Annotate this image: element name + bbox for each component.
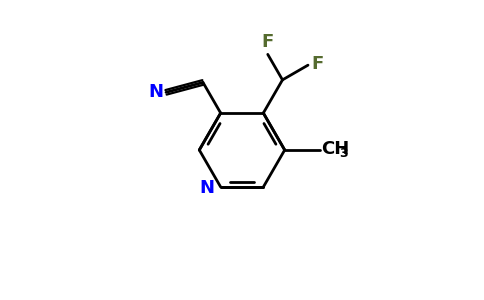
- Text: F: F: [311, 55, 323, 73]
- Text: 3: 3: [339, 147, 348, 160]
- Text: CH: CH: [321, 140, 350, 158]
- Text: F: F: [262, 33, 274, 51]
- Text: N: N: [199, 179, 214, 197]
- Text: N: N: [149, 83, 164, 101]
